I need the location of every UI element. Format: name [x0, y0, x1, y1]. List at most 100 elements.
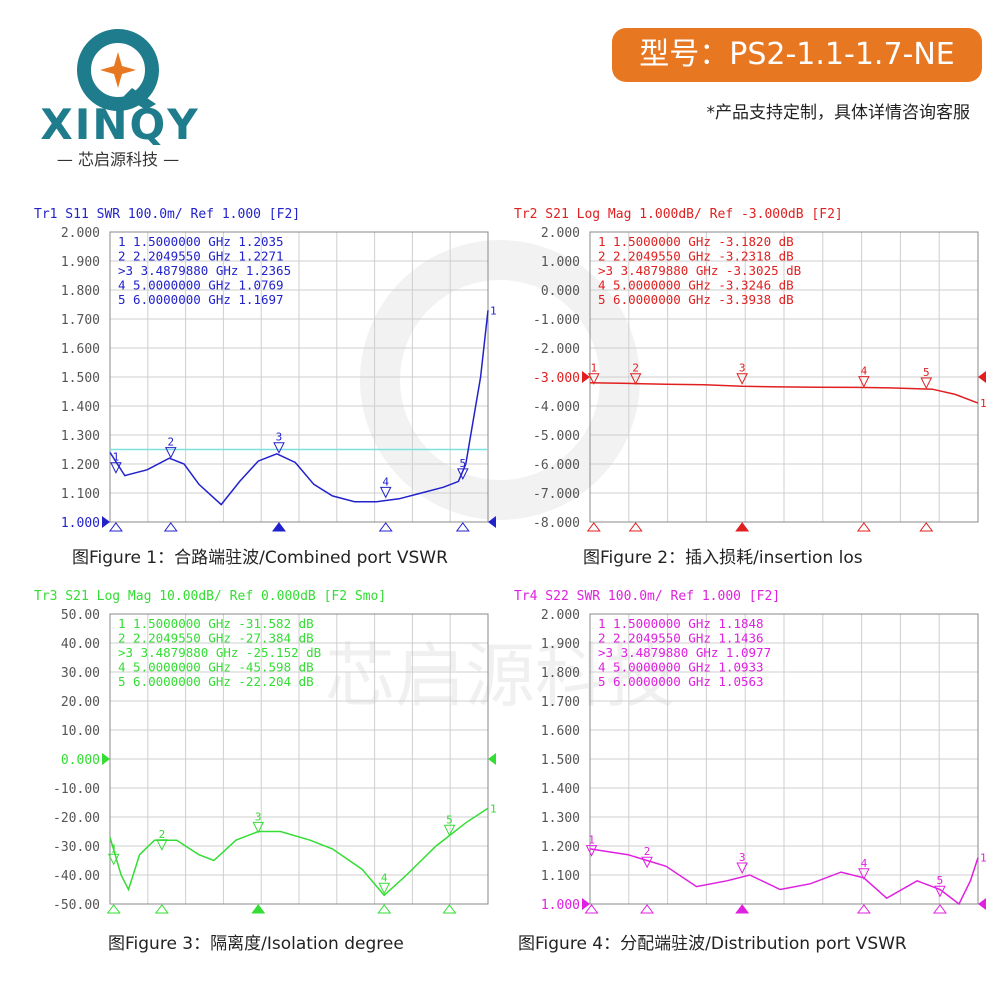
- y-tick-label: 1.600: [541, 724, 580, 739]
- y-tick-label: -2.000: [533, 342, 580, 357]
- y-tick-label: -10.00: [53, 782, 100, 797]
- y-tick-label: 1.700: [541, 695, 580, 710]
- x-marker-indicator: [856, 522, 871, 532]
- marker-table-row: 5 6.0000000 GHz -3.3938 dB: [598, 292, 794, 307]
- chart-header: Tr2 S21 Log Mag 1.000dB/ Ref -3.000dB [F…: [514, 207, 843, 222]
- marker-label: 2: [159, 828, 166, 841]
- marker-label: 3: [739, 851, 746, 864]
- ref-arrow-right: [978, 898, 986, 910]
- ref-arrow-right: [978, 371, 986, 383]
- y-tick-label: 40.00: [61, 637, 100, 652]
- y-tick-label: 1.000: [61, 516, 100, 531]
- ref-arrow-left: [102, 753, 110, 765]
- marker-table-row: >3 3.4879880 GHz 1.2365: [118, 263, 291, 278]
- marker-label: 1: [588, 834, 595, 847]
- marker-table-row: 5 6.0000000 GHz -22.204 dB: [118, 674, 314, 689]
- marker-label: 5: [446, 813, 453, 826]
- y-tick-label: 2.000: [541, 608, 580, 623]
- logo-tail: [124, 88, 156, 110]
- marker-triangle: [379, 486, 392, 499]
- x-marker-indicator: [628, 522, 643, 532]
- x-marker-indicator: [106, 904, 121, 914]
- y-tick-label: -5.000: [533, 429, 580, 444]
- marker-triangle: [629, 373, 642, 385]
- y-tick-label: -20.00: [53, 811, 100, 826]
- x-marker-indicator: [932, 904, 947, 914]
- ref-arrow-right: [488, 753, 496, 765]
- marker-table-row: 4 5.0000000 GHz 1.0933: [598, 660, 764, 675]
- x-marker-indicator: [735, 904, 750, 914]
- marker-label: 3: [739, 362, 746, 375]
- ref-arrow-left: [102, 516, 110, 528]
- y-tick-label: 1.400: [61, 400, 100, 415]
- marker-triangle: [736, 373, 748, 385]
- plot-frame: [109, 231, 489, 523]
- marker-label: 5: [459, 457, 466, 470]
- x-marker-indicator: [271, 522, 286, 532]
- marker-label: 1: [113, 451, 120, 464]
- marker-triangle: [456, 468, 469, 480]
- trace-line: [589, 382, 979, 404]
- y-tick-label: 1.500: [541, 753, 580, 768]
- marker-label: 2: [644, 845, 651, 858]
- x-marker-indicator: [377, 904, 392, 914]
- marker-triangle: [736, 862, 748, 875]
- chart-combined-port-vswr: Tr1 S11 SWR 100.0m/ Ref 1.000 [F2] 2.000 1…: [34, 207, 497, 532]
- x-marker-indicator: [586, 522, 601, 532]
- marker-triangle: [934, 885, 946, 898]
- ref-arrow-left: [582, 898, 590, 910]
- y-tick-label: -1.000: [533, 313, 580, 328]
- marker-triangle: [858, 868, 870, 880]
- caption-figure-2: 图Figure 2：插入损耗/insertion los: [583, 548, 863, 568]
- marker-table-row: >3 3.4879880 GHz -25.152 dB: [118, 645, 321, 660]
- x-marker-indicator: [735, 522, 750, 532]
- marker-label: 3: [276, 431, 283, 444]
- x-marker-indicator: [251, 904, 266, 914]
- x-marker-indicator: [584, 904, 599, 914]
- y-tick-label: -40.00: [53, 869, 100, 884]
- marker-table-row: 2 2.2049550 GHz -3.2318 dB: [598, 249, 794, 264]
- y-tick-label: 0.000: [61, 753, 100, 768]
- x-marker-indicator: [442, 904, 457, 914]
- marker-label: 5: [923, 366, 930, 379]
- y-tick-label: 2.000: [61, 226, 100, 241]
- marker-triangle: [587, 373, 600, 385]
- marker-triangle: [443, 824, 456, 837]
- marker-table-row: 1 1.5000000 GHz 1.1848: [598, 616, 764, 631]
- marker-table-row: 4 5.0000000 GHz -3.3246 dB: [598, 278, 794, 293]
- marker-label: 4: [861, 857, 868, 870]
- chart-header: Tr1 S11 SWR 100.0m/ Ref 1.000 [F2]: [34, 207, 300, 222]
- trace-end-label: 1: [490, 802, 497, 815]
- marker-table-row: 2 2.2049550 GHz 1.1436: [598, 631, 764, 646]
- y-tick-label: 1.900: [541, 637, 580, 652]
- marker-triangle: [110, 462, 122, 474]
- x-marker-indicator: [108, 522, 123, 532]
- caption-figure-1: 图Figure 1：合路端驻波/Combined port VSWR: [72, 548, 448, 568]
- y-tick-label: 50.00: [61, 608, 100, 623]
- marker-label: 4: [382, 475, 389, 488]
- marker-triangle: [273, 442, 285, 454]
- marker-table-row: 1 1.5000000 GHz -31.582 dB: [118, 616, 314, 631]
- chart-distribution-port-vswr: Tr4 S22 SWR 100.0m/ Ref 1.000 [F2] 2.000 1…: [514, 589, 987, 914]
- marker-triangle: [920, 377, 933, 390]
- marker-label: 5: [937, 874, 944, 887]
- y-tick-label: -8.000: [533, 516, 580, 531]
- y-tick-label: -30.00: [53, 840, 100, 855]
- chart-isolation: Tr3 S21 Log Mag 10.00dB/ Ref 0.000dB [F2…: [34, 589, 497, 914]
- y-tick-label: 1.900: [61, 255, 100, 270]
- y-tick-label: 30.00: [61, 666, 100, 681]
- caption-figure-4: 图Figure 4：分配端驻波/Distribution port VSWR: [518, 934, 907, 954]
- x-marker-indicator: [154, 904, 169, 914]
- y-tick-label: -6.000: [533, 458, 580, 473]
- ref-arrow-right: [488, 516, 496, 528]
- y-tick-label: 1.500: [61, 371, 100, 386]
- y-tick-label: 1.300: [61, 429, 100, 444]
- y-tick-label: 1.200: [541, 840, 580, 855]
- logo-ring: [77, 29, 159, 111]
- marker-table-row: 4 5.0000000 GHz 1.0769: [118, 278, 284, 293]
- y-tick-label: 0.000: [541, 284, 580, 299]
- ref-arrow-left: [582, 371, 590, 383]
- x-marker-indicator: [640, 904, 655, 914]
- marker-label: 2: [632, 362, 639, 375]
- marker-label: 1: [110, 842, 117, 855]
